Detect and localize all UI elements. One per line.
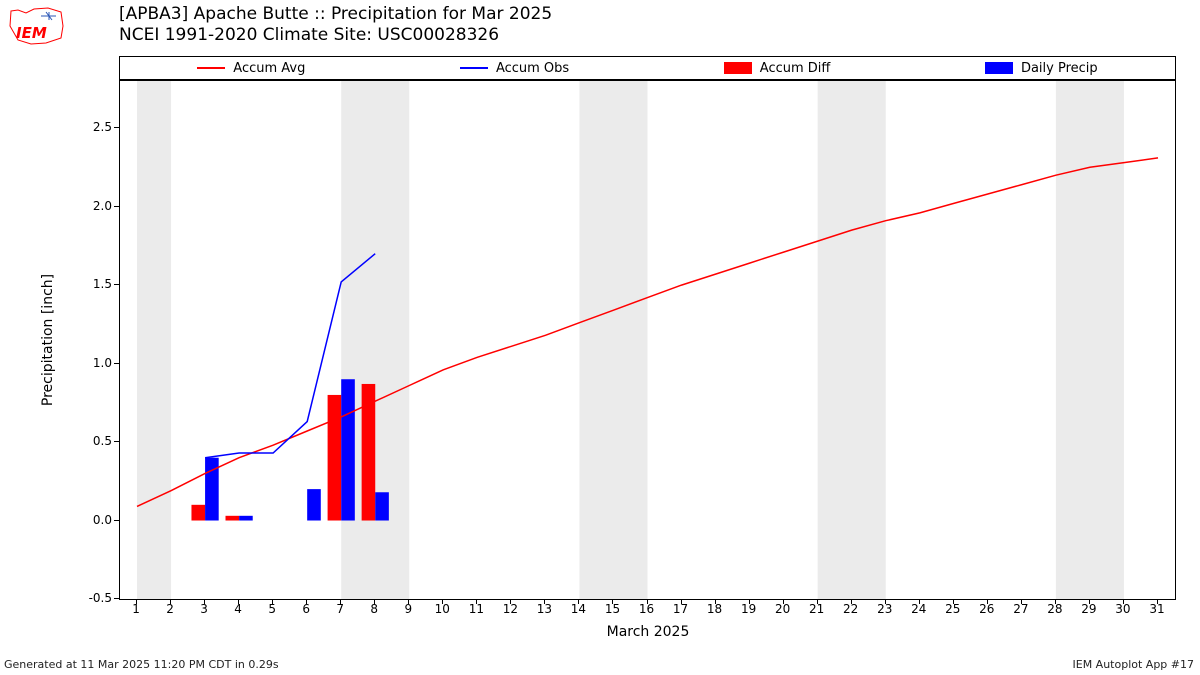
legend-swatch <box>985 62 1013 74</box>
x-tick: 2 <box>166 602 174 616</box>
y-tick: 2.0 <box>72 199 112 213</box>
figure-container: IEM [APBA3] Apache Butte :: Precipitatio… <box>0 0 1200 675</box>
legend-label: Accum Diff <box>760 61 831 76</box>
x-tick: 8 <box>370 602 378 616</box>
x-tick: 16 <box>639 602 654 616</box>
legend-swatch <box>197 67 225 69</box>
x-tick: 11 <box>469 602 484 616</box>
x-tick: 17 <box>673 602 688 616</box>
x-tick: 6 <box>302 602 310 616</box>
x-tick: 19 <box>741 602 756 616</box>
x-tick: 27 <box>1013 602 1028 616</box>
x-tick: 15 <box>605 602 620 616</box>
x-axis-label: March 2025 <box>607 624 690 640</box>
svg-text:IEM: IEM <box>16 24 47 42</box>
legend-item: Accum Diff <box>724 61 831 76</box>
x-tick: 22 <box>843 602 858 616</box>
x-tick: 26 <box>979 602 994 616</box>
plot-area <box>119 80 1176 600</box>
x-tick: 12 <box>503 602 518 616</box>
x-tick: 4 <box>234 602 242 616</box>
y-axis-label: Precipitation [inch] <box>40 274 56 406</box>
legend-swatch <box>724 62 752 74</box>
footer-generated: Generated at 11 Mar 2025 11:20 PM CDT in… <box>4 658 279 671</box>
legend: Accum Avg Accum Obs Accum Diff Daily Precip <box>119 56 1176 80</box>
x-tick: 14 <box>571 602 586 616</box>
legend-label: Accum Obs <box>496 61 569 76</box>
iem-logo: IEM <box>6 6 66 46</box>
legend-label: Accum Avg <box>233 61 305 76</box>
x-tick: 23 <box>877 602 892 616</box>
y-tick: 2.5 <box>72 120 112 134</box>
x-tick: 28 <box>1047 602 1062 616</box>
x-tick: 18 <box>707 602 722 616</box>
legend-item: Accum Obs <box>460 61 569 76</box>
title-line-2: NCEI 1991-2020 Climate Site: USC00028326 <box>119 25 552 46</box>
x-tick: 31 <box>1149 602 1164 616</box>
plot-svg <box>120 81 1175 599</box>
chart-title: [APBA3] Apache Butte :: Precipitation fo… <box>119 4 552 47</box>
x-tick: 13 <box>537 602 552 616</box>
x-tick: 1 <box>132 602 140 616</box>
x-tick: 24 <box>911 602 926 616</box>
x-tick: 30 <box>1115 602 1130 616</box>
y-tick: 0.0 <box>72 513 112 527</box>
x-tick: 29 <box>1081 602 1096 616</box>
x-tick: 5 <box>268 602 276 616</box>
legend-label: Daily Precip <box>1021 61 1098 76</box>
legend-item: Accum Avg <box>197 61 305 76</box>
y-tick: 1.0 <box>72 356 112 370</box>
x-tick: 10 <box>435 602 450 616</box>
x-tick: 25 <box>945 602 960 616</box>
y-tick: 0.5 <box>72 434 112 448</box>
legend-swatch <box>460 67 488 69</box>
y-tick: -0.5 <box>72 591 112 605</box>
title-line-1: [APBA3] Apache Butte :: Precipitation fo… <box>119 4 552 25</box>
footer-app: IEM Autoplot App #17 <box>1073 658 1195 671</box>
x-tick: 3 <box>200 602 208 616</box>
x-tick: 20 <box>775 602 790 616</box>
y-tick: 1.5 <box>72 277 112 291</box>
x-tick: 21 <box>809 602 824 616</box>
legend-item: Daily Precip <box>985 61 1098 76</box>
x-tick: 9 <box>404 602 412 616</box>
x-tick: 7 <box>336 602 344 616</box>
